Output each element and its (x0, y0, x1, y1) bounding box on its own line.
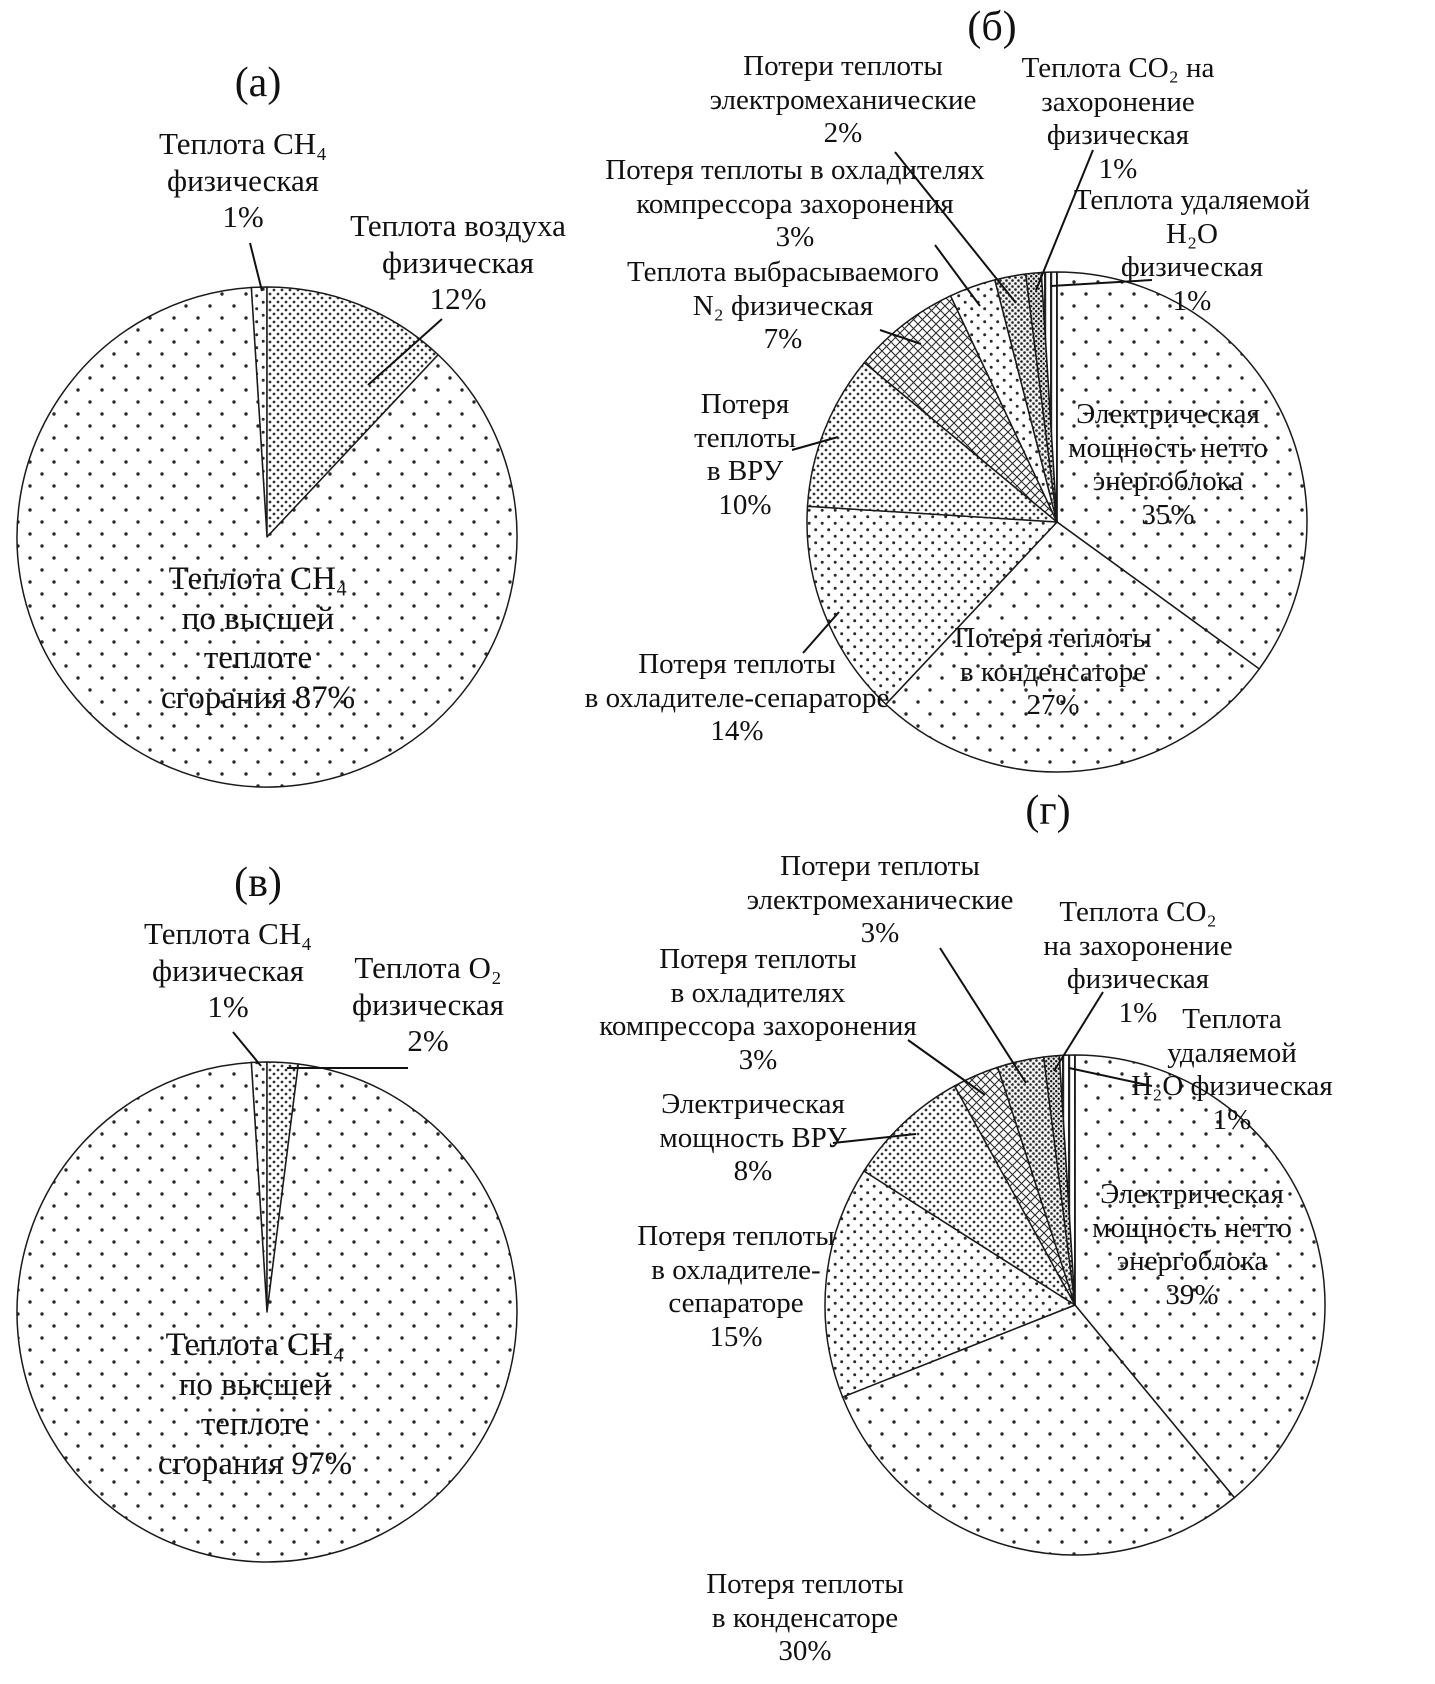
leader-g-vru-8pct (832, 1133, 917, 1144)
pie-slice (266, 286, 439, 538)
label-g-vru-power: Электрическая мощность ВРУ 8% (659, 1088, 847, 1188)
pie-a (16, 286, 518, 788)
label-b-n2-exhaust: Теплота выбрасываемого N₂ физическая 7% (627, 256, 939, 356)
label-g-net-power: Электрическая мощность нетто энергоблока… (1092, 1178, 1292, 1311)
pie-slice (16, 286, 518, 788)
label-b-co2-burial: Теплота CO₂ на захоронение физическая 1% (1021, 52, 1215, 185)
pie-slice (806, 361, 1058, 523)
label-g-compressor: Потеря теплоты в охладителях компрессора… (599, 943, 917, 1076)
label-g-separator: Потеря теплоты в охладителе- сепараторе … (637, 1220, 835, 1353)
leader-b-cooler-3pct (934, 244, 981, 307)
leader-a-ch4-1pct (249, 242, 263, 292)
label-a-ch4-combust: Теплота CH₄ по высшей теплоте сгорания 8… (160, 561, 356, 716)
leader-g-co2-1pct (1053, 991, 1104, 1072)
label-b-separator: Потеря теплоты в охладителе-сепараторе 1… (584, 648, 890, 748)
leader-b-vru-10pct (791, 436, 839, 451)
panel-title-v: (в) (234, 860, 282, 906)
pie-slice (824, 1170, 1076, 1398)
label-a-ch4-physical: Теплота CH₄ физическая 1% (159, 126, 327, 235)
label-g-h2o-removed: Теплота удаляемой H₂O физическая 1% (1131, 1003, 1333, 1136)
label-g-co2-burial: Теплота CO₂ на захоронение физическая 1% (1043, 896, 1233, 1029)
pie-b (806, 271, 1308, 773)
leader-b-n2-7pct (879, 329, 922, 345)
pie-slice (885, 521, 1260, 773)
label-b-net-power: Электрическая мощность нетто энергоблока… (1068, 398, 1268, 531)
leader-v-ch4-1pct (232, 1031, 262, 1067)
panel-title-g: (г) (1025, 788, 1071, 834)
leader-b-sep-14pct (802, 611, 840, 654)
pie-slice (16, 1061, 518, 1563)
label-g-electromech: Потери теплоты электромеханические 3% (746, 850, 1014, 950)
panel-title-b: (б) (967, 4, 1017, 50)
label-v-o2-physical: Теплота O₂ физическая 2% (351, 950, 505, 1059)
pie-v (16, 1061, 518, 1563)
leader-g-cooler-3pct (907, 1039, 986, 1096)
leader-g-h2o-1pct (1068, 1067, 1153, 1087)
pie-slice (841, 1304, 1236, 1556)
label-b-condenser: Потеря теплоты в конденсаторе 27% (954, 622, 1152, 722)
panel-title-a: (а) (234, 60, 282, 106)
leader-b-emech-2pct (894, 151, 1017, 304)
pie-slice (1056, 271, 1308, 670)
label-v-ch4-physical: Теплота CH₄ физическая 1% (144, 916, 312, 1025)
pie-slice (863, 1085, 1076, 1306)
leader-b-h2o-1pct (1050, 279, 1153, 287)
leader-lines (232, 149, 1153, 1144)
pie-slice (1074, 1054, 1326, 1499)
pie-slice (806, 505, 1058, 705)
label-a-air-physical: Теплота воздуха физическая 12% (350, 208, 566, 317)
leader-b-co2-1pct (1035, 149, 1094, 291)
label-b-h2o-removed: Теплота удаляемой H₂O физическая 1% (1073, 184, 1311, 317)
pie-slice (1058, 1054, 1076, 1306)
pie-slice (863, 295, 1058, 523)
label-b-vru-loss: Потеря теплоты в ВРУ 10% (694, 388, 796, 521)
label-v-ch4-combust: Теплота CH₄ по высшей теплоте сгорания 9… (157, 1327, 353, 1482)
pie-slice (1040, 271, 1058, 523)
label-b-electromech: Потери теплоты электромеханические 2% (709, 50, 977, 150)
label-g-condenser: Потеря теплоты в конденсаторе 30% (706, 1568, 904, 1668)
pie-g (824, 1054, 1326, 1556)
leader-a-air-12pct (367, 318, 443, 386)
leader-g-emech-3pct (939, 947, 1027, 1084)
label-b-compressor: Потеря теплоты в охладителях компрессора… (605, 154, 985, 254)
